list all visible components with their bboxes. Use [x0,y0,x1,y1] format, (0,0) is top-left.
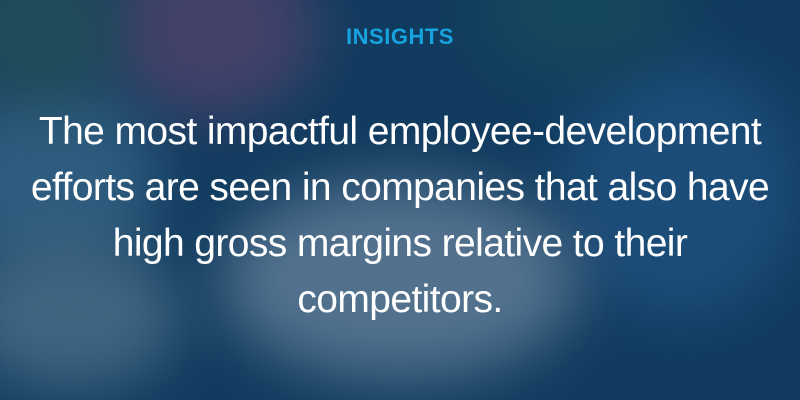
insight-quote: The most impactful employee-development … [30,110,770,321]
section-label: INSIGHTS [346,24,454,49]
